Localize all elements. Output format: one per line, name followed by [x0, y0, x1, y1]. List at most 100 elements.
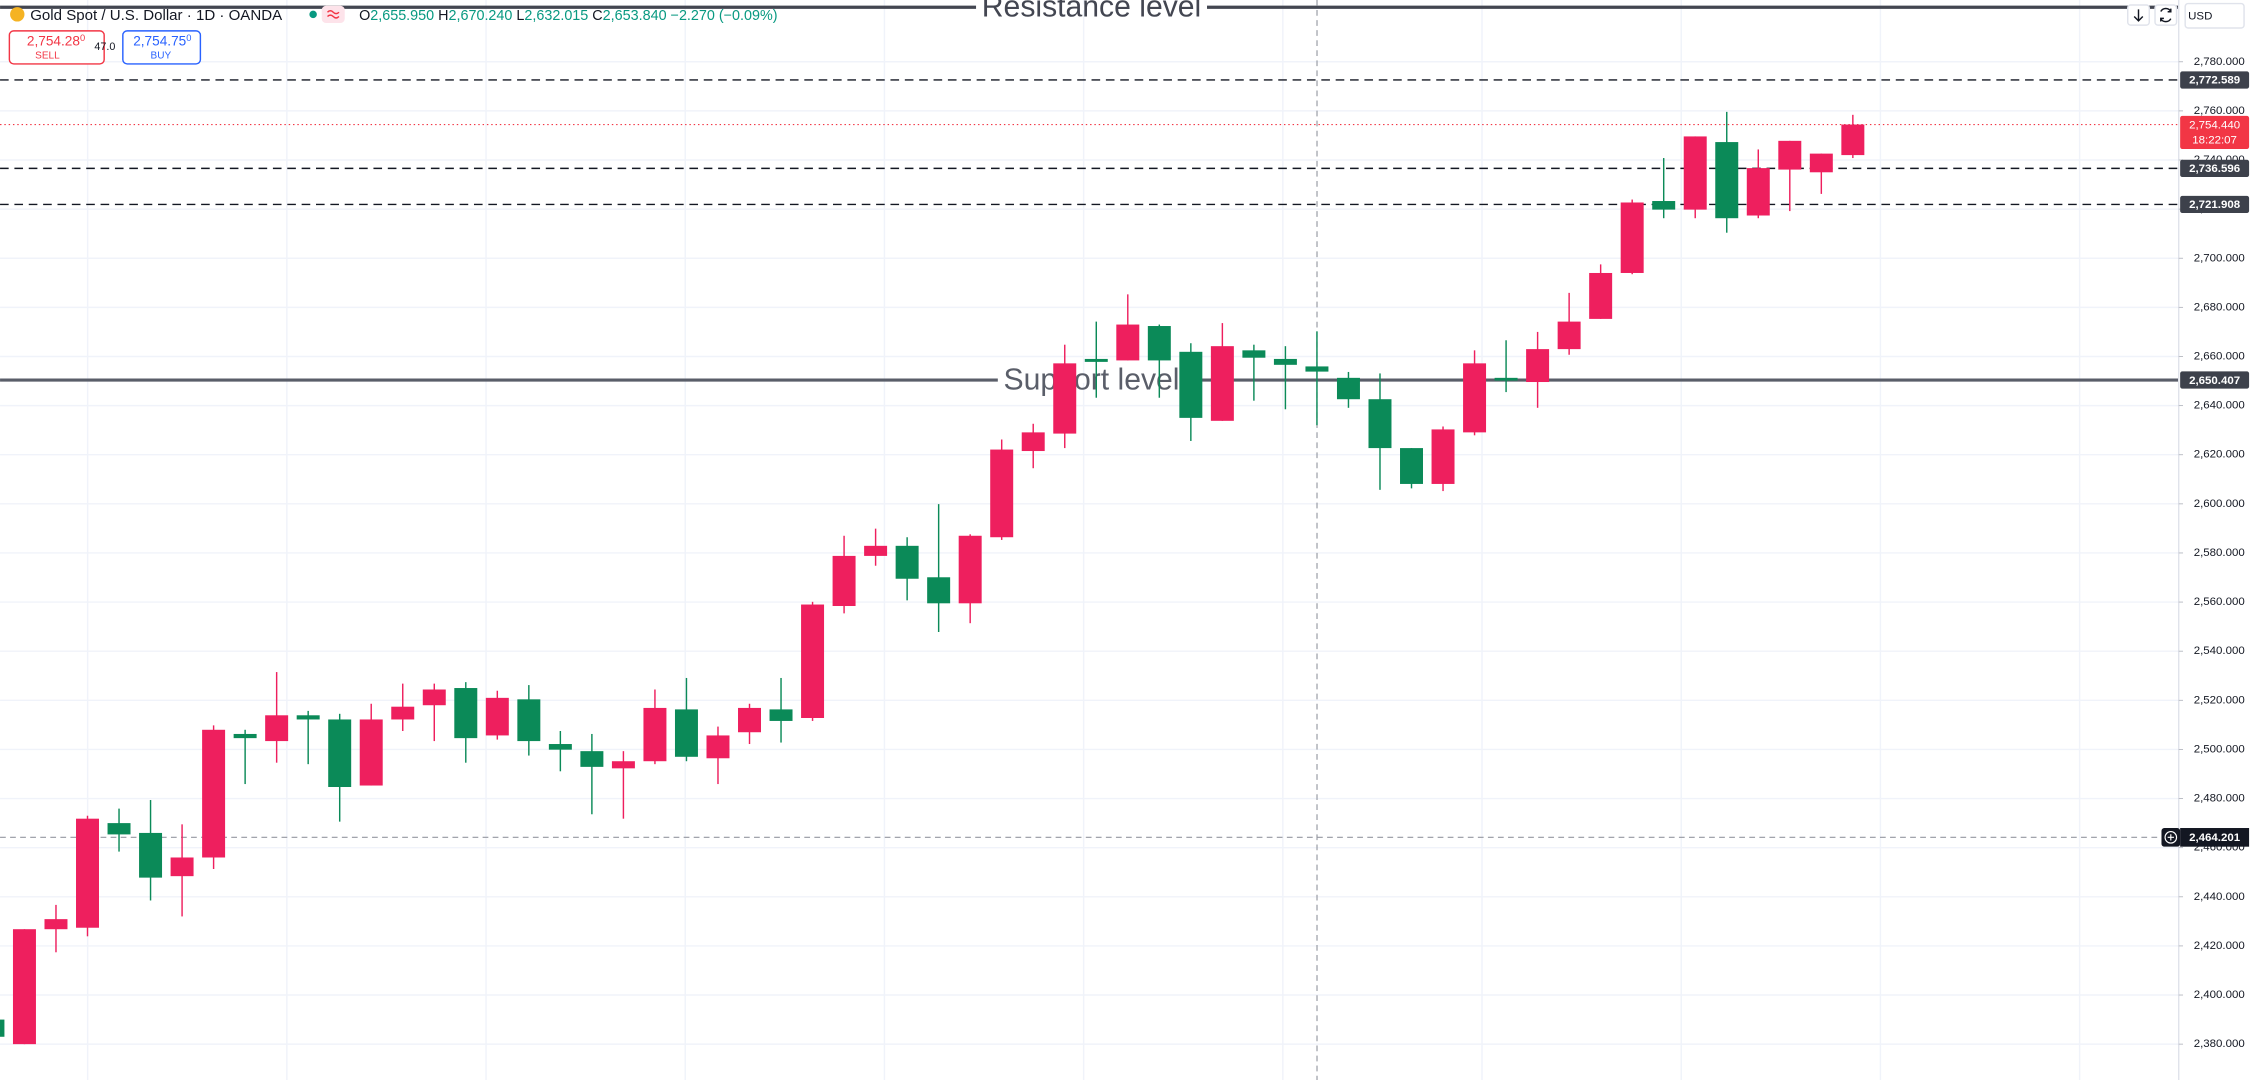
candle-body: [927, 577, 951, 604]
level-price-label: 2,650.407: [2189, 375, 2240, 387]
candle-body: [580, 751, 604, 767]
candle-body: [864, 545, 888, 556]
ohlc-value: 2,655.950: [370, 8, 434, 24]
y-tick-label: 2,780.000: [2194, 56, 2245, 68]
currency: USD: [2188, 11, 2212, 23]
candle-body: [517, 699, 541, 742]
price-axis-bg: [2178, 0, 2252, 1080]
candle-body: [1147, 326, 1171, 361]
level-text: Resistance level: [982, 0, 1201, 24]
ohlc-value: 2,632.015: [524, 8, 588, 24]
y-tick-label: 2,540.000: [2194, 645, 2245, 657]
candle-body: [1620, 202, 1644, 273]
candle-body: [643, 707, 667, 762]
scroll-icon: [2133, 9, 2144, 22]
candle-body: [801, 604, 825, 718]
candle-body: [170, 857, 194, 877]
candle-body: [1084, 358, 1108, 362]
level-price-box: [2180, 71, 2250, 89]
candle-body: [1778, 140, 1802, 170]
last-price-box: [2180, 115, 2250, 149]
symbol: Gold Spot / U.S. Dollar · 1D · OANDA: [30, 7, 283, 24]
badge: [321, 5, 345, 23]
candle-body: [1557, 321, 1581, 350]
y-tick-label: 2,760.000: [2194, 105, 2245, 117]
candle-body: [328, 719, 352, 788]
candle-body: [1746, 168, 1770, 216]
candle-body: [738, 707, 761, 733]
buy-label: BUY: [151, 51, 172, 62]
sell-label: SELL: [35, 51, 60, 62]
candle-body: [202, 729, 226, 858]
countdown: 18:22:07: [2192, 134, 2237, 146]
level-text-bg: [997, 377, 1186, 383]
crosshair-plus-circle: [2164, 831, 2178, 844]
candle-body: [1210, 346, 1234, 421]
header: Gold Spot / U.S. Dollar · 1D · OANDA O2,…: [8, 2, 2245, 65]
y-tick-label: 2,460.000: [2194, 842, 2245, 854]
y-tick-label: 2,500.000: [2194, 743, 2245, 755]
level-price-label: 2,772.589: [2189, 75, 2240, 87]
y-tick-label: 2,440.000: [2194, 891, 2245, 903]
level-text: Support level: [1004, 363, 1180, 396]
level-price-label: 2,736.596: [2189, 163, 2240, 175]
candle-body: [76, 818, 99, 928]
y-tick-label: 2,680.000: [2194, 301, 2245, 313]
candle-body: [1116, 324, 1140, 361]
candle-body: [12, 929, 36, 1045]
candles: [0, 111, 1865, 1045]
candle-body: [990, 449, 1014, 538]
y-tick-label: 2,620.000: [2194, 449, 2245, 461]
buy-price: 2,754.750: [133, 33, 191, 48]
candle-body: [1652, 201, 1676, 210]
y-tick-label: 2,400.000: [2194, 989, 2245, 1001]
candle-body: [1431, 429, 1455, 484]
candle-body: [958, 535, 982, 604]
candle-body: [454, 688, 478, 739]
candle-body: [1053, 363, 1077, 434]
candle-body: [139, 832, 163, 878]
y-tick-label: 2,660.000: [2194, 351, 2245, 363]
buy-price-sup: 0: [186, 33, 191, 43]
level-price-label: 2,721.908: [2189, 199, 2241, 211]
level-price-box: [2180, 371, 2250, 389]
sell-price-sup: 0: [80, 33, 85, 43]
y-tick-label: 2,480.000: [2194, 793, 2245, 805]
currency-button[interactable]: [2184, 2, 2245, 29]
candle-body: [1809, 153, 1833, 173]
ohlc: O2,655.950 H2,670.240 L2,632.015 C2,653.…: [359, 8, 777, 24]
ohlc-key: L: [516, 8, 524, 24]
y-tick-label: 2,600.000: [2194, 498, 2245, 510]
candle-body: [391, 706, 415, 720]
y-tick-label: 2,580.000: [2194, 547, 2245, 559]
candle-body: [265, 715, 289, 742]
y-tick-label: 2,380.000: [2194, 1038, 2245, 1050]
buy-price-main: 2,754.75: [133, 33, 186, 48]
candle-body: [1589, 272, 1613, 319]
ohlc-value: 2,653.840: [603, 8, 667, 24]
badge-icon: [326, 10, 340, 19]
grid: [0, 0, 2179, 1080]
y-tick-label: 2,520.000: [2194, 694, 2245, 706]
crosshair-plus: [2167, 834, 2174, 841]
candle-body: [1526, 349, 1550, 383]
reset-icon: [2160, 7, 2172, 23]
buy-button[interactable]: [122, 30, 202, 65]
symbol-icon: [10, 7, 25, 22]
candle-body: [548, 744, 572, 750]
candle-body: [1683, 136, 1707, 210]
candle-body: [1715, 142, 1739, 219]
candle-body: [1463, 363, 1487, 433]
ohlc-key: C: [592, 8, 602, 24]
ohlc-value: 2,670.240: [449, 8, 513, 24]
candle-body: [674, 709, 698, 757]
candle-body: [233, 733, 257, 739]
market-status: [309, 10, 317, 19]
candle-body: [1368, 399, 1392, 449]
sell-button[interactable]: [8, 30, 105, 65]
candle-body: [1400, 448, 1423, 484]
change: −2.270 (−0.09%): [671, 8, 778, 24]
